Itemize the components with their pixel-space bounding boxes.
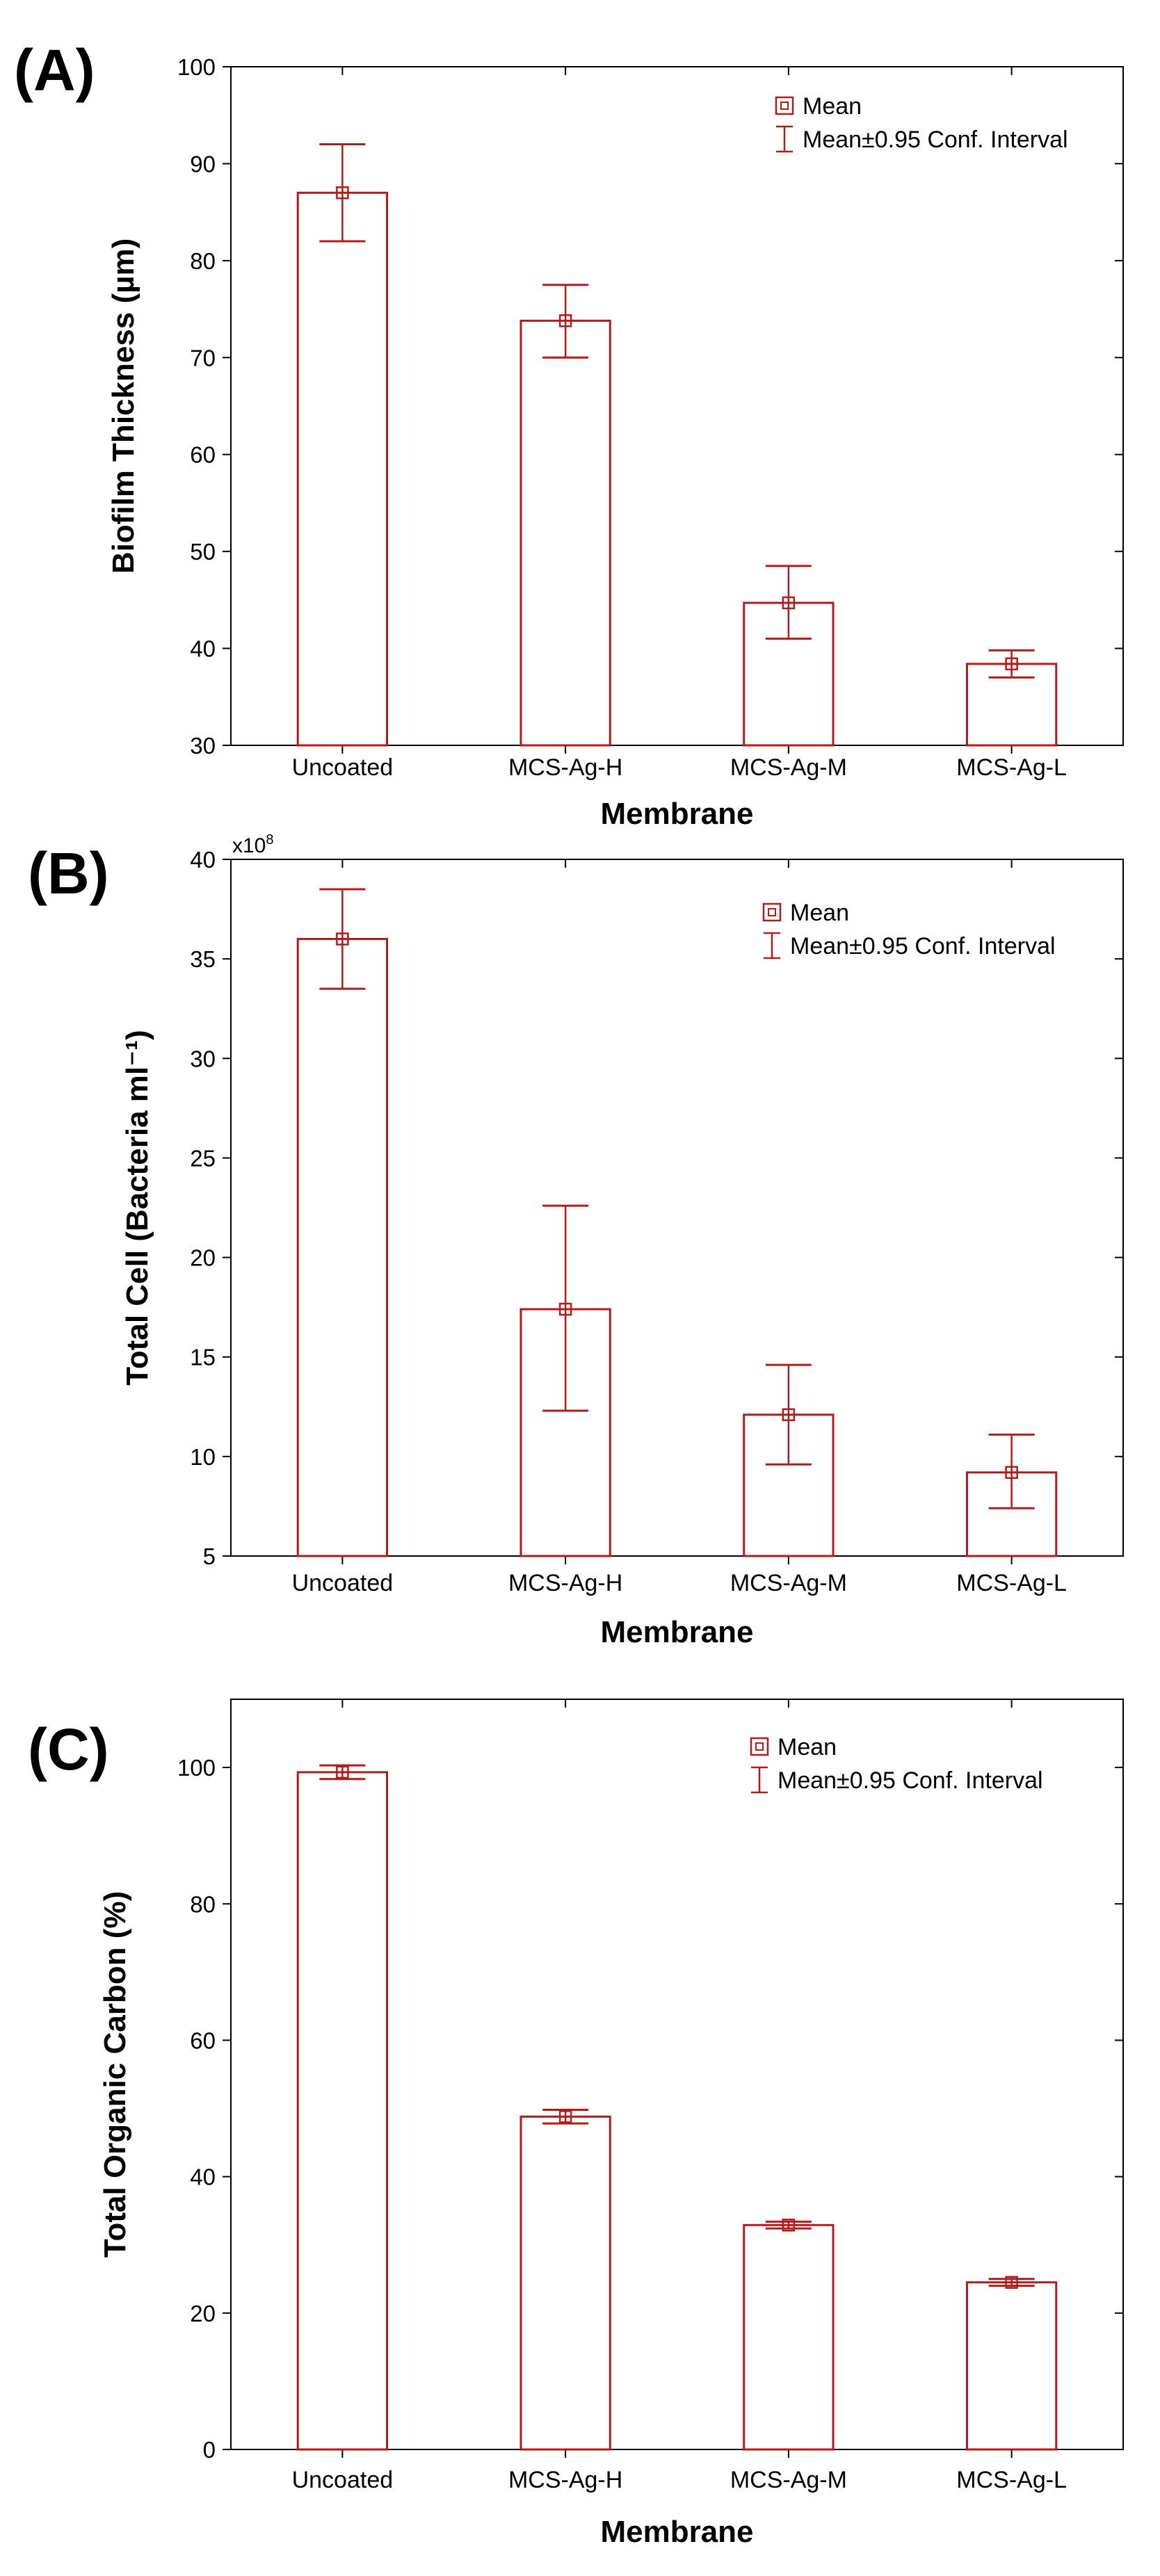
y-tick-label: 80	[190, 1891, 216, 1917]
chart-panel-1: (B) 5 10 15 20 25 30 35 40 x108 Uncoated MCS-Ag-H MC…	[28, 832, 1124, 1649]
x-tick-label: MCS-Ag-M	[730, 1570, 847, 1596]
x-tick-label: MCS-Ag-H	[508, 2467, 622, 2493]
legend-mean-label: Mean	[790, 900, 849, 926]
plot-frame	[230, 859, 1124, 1557]
legend-mean-marker	[768, 908, 776, 916]
y-tick-label: 40	[190, 2164, 216, 2190]
x-tick-label: MCS-Ag-H	[508, 754, 622, 781]
x-axis-title: Membrane	[600, 797, 753, 831]
y-tick-label: 80	[190, 248, 216, 274]
y-axis-title: Biofilm Thickness (µm)	[106, 238, 140, 574]
x-tick-label: MCS-Ag-L	[956, 2467, 1067, 2493]
y-axis-title: Total Cell (Bacteria ml⁻¹)	[120, 1030, 154, 1385]
panel-label: (B)	[28, 841, 109, 906]
chart-panel-0: (A) 30 40 50 60 70 80 90 100 Uncoated MCS-Ag-H MCS-…	[14, 38, 1124, 831]
y-tick-label: 15	[190, 1345, 216, 1370]
x-axis-title: Membrane	[600, 1615, 753, 1649]
x-tick-label: MCS-Ag-L	[956, 1570, 1067, 1596]
y-tick-label: 5	[203, 1544, 216, 1569]
x-tick-label: MCS-Ag-M	[730, 2467, 847, 2493]
y-tick-label: 40	[190, 636, 216, 662]
legend-mean-box	[775, 96, 794, 115]
bar	[296, 938, 389, 1557]
x-tick-label: Uncoated	[292, 754, 394, 781]
y-tick-label: 10	[190, 1444, 216, 1470]
x-tick-label: Uncoated	[292, 1570, 394, 1596]
bar	[296, 1771, 389, 2451]
legend-ci-label: Mean±0.95 Conf. Interval	[803, 127, 1068, 153]
panel-label: (A)	[14, 38, 95, 103]
bar	[743, 2223, 835, 2451]
mean-marker	[782, 596, 796, 610]
x-tick-label: Uncoated	[292, 2467, 394, 2493]
y-tick-label: 20	[190, 2301, 216, 2326]
bar	[965, 2281, 1058, 2451]
legend-ci-label: Mean±0.95 Conf. Interval	[778, 1767, 1043, 1794]
legend-mean-label: Mean	[778, 1734, 837, 1760]
y-tick-label: 60	[190, 2027, 216, 2053]
bar	[296, 191, 389, 747]
mean-marker	[336, 186, 349, 200]
x-tick-label: MCS-Ag-L	[956, 754, 1067, 781]
y-tick-label: 50	[190, 539, 216, 565]
y-tick-label: 100	[177, 54, 216, 80]
mean-marker	[558, 2110, 572, 2123]
chart-panel-2: (C) 0 20 40 60 80 100 Uncoated MCS-Ag-H MCS-Ag-M M…	[28, 1699, 1124, 2549]
mean-marker	[336, 932, 349, 946]
bar	[519, 2115, 611, 2451]
bar	[519, 319, 611, 747]
y-tick-label: 0	[203, 2437, 216, 2463]
y-multiplier-exponent: 8	[266, 832, 273, 848]
y-multiplier-label: x108	[232, 832, 274, 857]
plot-frame	[230, 1699, 1124, 2450]
y-tick-label: 100	[177, 1755, 216, 1781]
legend-mean-marker	[755, 1742, 764, 1751]
plot-frame	[230, 66, 1124, 746]
legend-mean-label: Mean	[803, 93, 862, 120]
legend-mean-box	[762, 902, 782, 922]
y-tick-label: 90	[190, 151, 216, 177]
y-tick-label: 20	[190, 1245, 216, 1271]
legend-mean-marker	[780, 102, 789, 110]
y-tick-label: 30	[190, 1046, 216, 1071]
y-tick-label: 35	[190, 946, 216, 972]
y-tick-label: 40	[190, 847, 216, 873]
panel-label: (C)	[28, 1717, 109, 1782]
mean-marker	[782, 1408, 796, 1421]
y-tick-label: 60	[190, 442, 216, 468]
mean-marker	[782, 2219, 796, 2232]
mean-marker	[336, 1765, 349, 1779]
mean-marker	[558, 314, 572, 327]
mean-marker	[1005, 2276, 1018, 2289]
mean-marker	[1005, 1466, 1018, 1480]
mean-marker	[558, 1302, 572, 1316]
x-axis-title: Membrane	[600, 2515, 753, 2549]
mean-marker	[1005, 657, 1018, 671]
y-tick-label: 30	[190, 733, 216, 759]
x-tick-label: MCS-Ag-M	[730, 754, 847, 781]
y-multiplier-base: x10	[232, 834, 266, 857]
y-tick-label: 25	[190, 1145, 216, 1171]
y-tick-label: 70	[190, 345, 216, 371]
x-tick-label: MCS-Ag-H	[508, 1570, 622, 1596]
legend-ci-label: Mean±0.95 Conf. Interval	[790, 933, 1056, 959]
y-axis-title: Total Organic Carbon (%)	[98, 1891, 132, 2258]
legend-mean-box	[750, 1737, 769, 1756]
